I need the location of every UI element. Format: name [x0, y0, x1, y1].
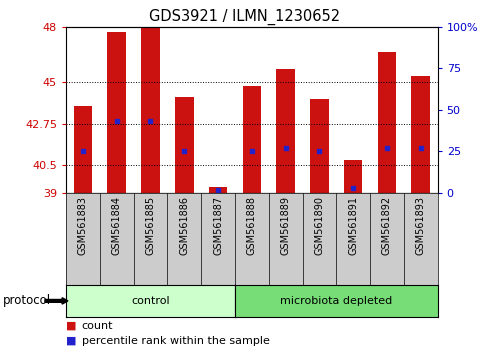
Text: control: control	[131, 296, 169, 306]
Bar	[107, 32, 126, 193]
Text: protocol: protocol	[2, 295, 50, 307]
Bar	[74, 106, 92, 193]
Text: GSM561887: GSM561887	[213, 196, 223, 255]
Text: ■: ■	[66, 336, 76, 346]
Bar	[377, 52, 395, 193]
Bar	[141, 27, 160, 193]
Text: GSM561888: GSM561888	[246, 196, 256, 255]
Text: GDS3921 / ILMN_1230652: GDS3921 / ILMN_1230652	[149, 9, 339, 25]
Bar	[175, 97, 193, 193]
Bar	[309, 99, 328, 193]
Bar	[343, 160, 362, 193]
Text: GSM561883: GSM561883	[78, 196, 88, 255]
Text: GSM561893: GSM561893	[415, 196, 425, 255]
Text: GSM561884: GSM561884	[111, 196, 122, 255]
Text: ■: ■	[66, 321, 76, 331]
Text: percentile rank within the sample: percentile rank within the sample	[81, 336, 269, 346]
Text: count: count	[81, 321, 113, 331]
Bar	[208, 187, 227, 193]
Bar	[410, 76, 429, 193]
Text: GSM561889: GSM561889	[280, 196, 290, 255]
Text: GSM561885: GSM561885	[145, 196, 155, 255]
Bar	[276, 69, 294, 193]
Text: GSM561891: GSM561891	[347, 196, 357, 255]
Text: GSM561890: GSM561890	[314, 196, 324, 255]
Text: GSM561886: GSM561886	[179, 196, 189, 255]
Text: GSM561892: GSM561892	[381, 196, 391, 255]
Bar	[242, 86, 261, 193]
Text: microbiota depleted: microbiota depleted	[280, 296, 392, 306]
